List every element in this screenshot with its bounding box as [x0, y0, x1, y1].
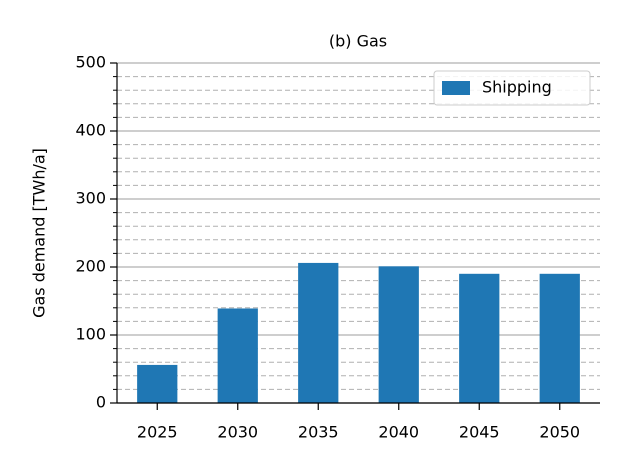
x-tick-label: 2030 [217, 423, 258, 442]
x-tick-label: 2025 [137, 423, 178, 442]
bar [217, 308, 258, 403]
legend-label: Shipping [482, 78, 552, 97]
y-tick-label: 500 [75, 53, 106, 72]
x-tick-label: 2050 [539, 423, 580, 442]
y-tick-label: 0 [96, 393, 106, 412]
bar [459, 273, 500, 403]
x-tick-label: 2040 [378, 423, 419, 442]
y-tick-label: 400 [75, 121, 106, 140]
bar [539, 273, 580, 403]
y-tick-label: 300 [75, 189, 106, 208]
chart-title: (b) Gas [329, 32, 387, 51]
x-tick-label: 2035 [298, 423, 339, 442]
bar [137, 364, 178, 403]
x-tick-label: 2045 [459, 423, 500, 442]
y-tick-label: 100 [75, 325, 106, 344]
y-axis-label: Gas demand [TWh/a] [30, 148, 49, 318]
y-tick-label: 200 [75, 257, 106, 276]
legend-swatch [442, 81, 470, 95]
bar [298, 262, 339, 403]
legend-box [433, 70, 591, 106]
bar [378, 266, 419, 403]
